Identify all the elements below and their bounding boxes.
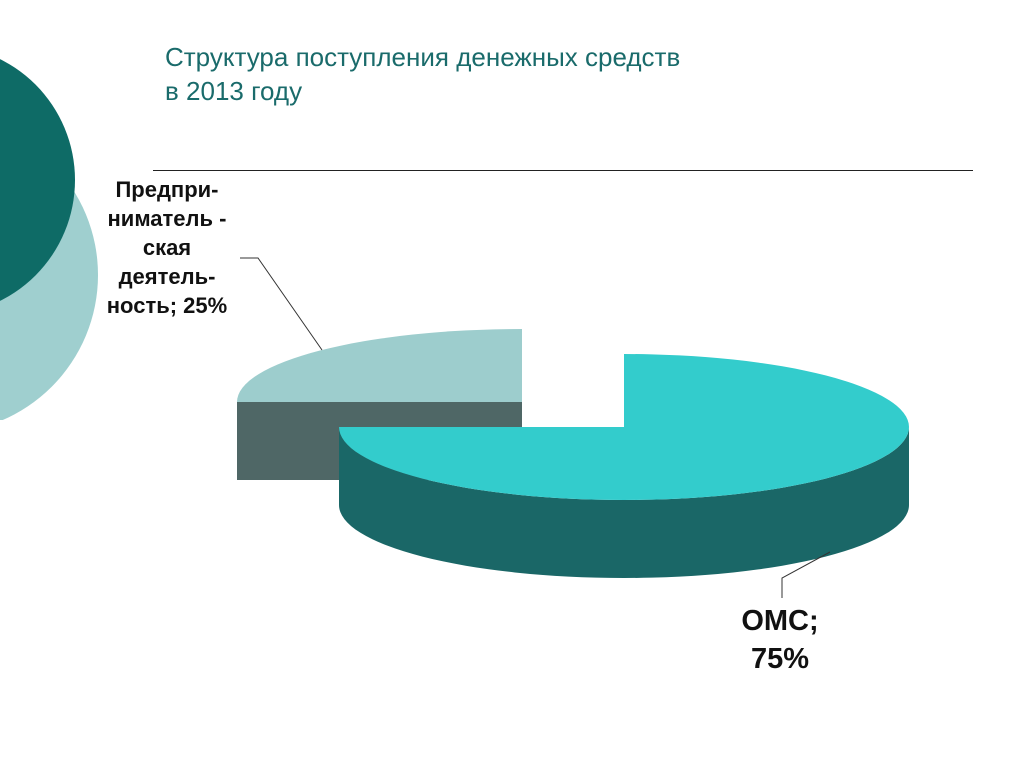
label-business: Предпри- ниматель - ская деятель- ность;… (82, 175, 252, 320)
slide-title: Структура поступления денежных средств в… (165, 40, 680, 108)
slice-oms-top (339, 354, 909, 500)
title-line-2: в 2013 году (165, 76, 303, 106)
label-oms-line: ОМС; (741, 605, 819, 637)
title-divider (153, 170, 973, 171)
decorative-circles (0, 59, 98, 420)
label-business-line: деятель- (118, 264, 216, 289)
label-business-line: ность; 25% (106, 293, 228, 318)
title-line-1: Структура поступления денежных средств (165, 42, 681, 72)
leader-line-business (240, 257, 323, 351)
label-business-line: ниматель - (107, 206, 227, 231)
decor-circle-dark (0, 59, 75, 301)
slice-business-top (237, 329, 522, 402)
label-business-line: Предпри- (115, 177, 219, 202)
label-oms: ОМС; 75% (700, 602, 860, 678)
leader-line-oms (781, 551, 831, 598)
label-oms-line: 75% (750, 643, 810, 675)
label-business-line: ская (142, 235, 192, 260)
slice-oms-side (339, 427, 909, 578)
